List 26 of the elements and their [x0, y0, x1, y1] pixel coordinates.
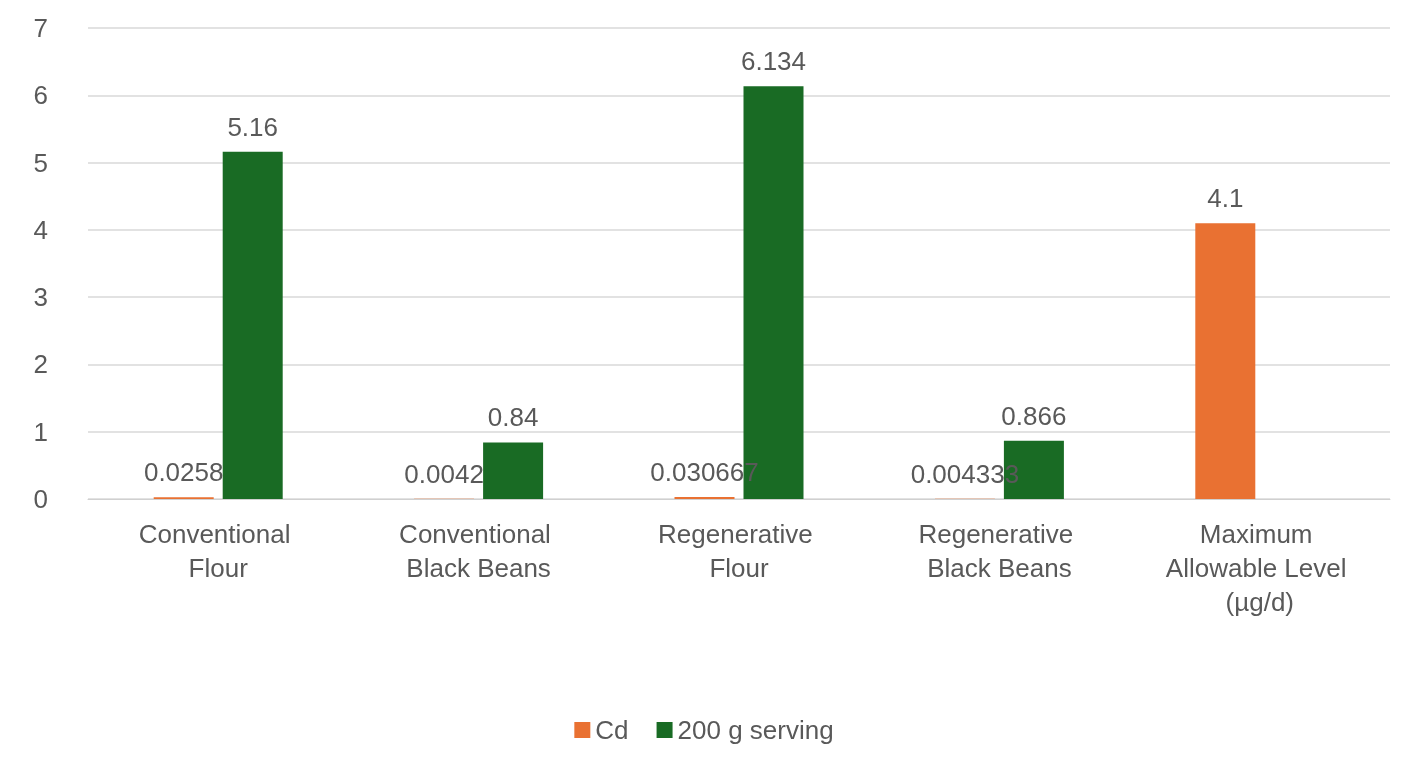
y-tick-label: 2 — [33, 349, 48, 380]
data-label: 4.1 — [1207, 183, 1244, 214]
data-label: 5.16 — [227, 111, 278, 142]
y-tick-label: 6 — [33, 80, 48, 111]
bar — [222, 151, 283, 499]
y-tick-label: 4 — [33, 214, 48, 245]
x-tick-label: Maximum Allowable Level (µg/d) — [1165, 519, 1354, 617]
y-tick-label: 5 — [33, 147, 48, 178]
data-label: 0.0042 — [404, 458, 484, 489]
data-label: 6.134 — [740, 46, 807, 77]
y-tick-label: 7 — [33, 13, 48, 43]
x-tick-label: Regenerative Black Beans — [918, 519, 1081, 583]
y-tick-label: 0 — [33, 484, 48, 514]
bar — [1195, 223, 1256, 499]
legend-label: 200 g serving — [677, 715, 834, 745]
data-label: 0.866 — [1001, 400, 1067, 431]
bar — [483, 442, 544, 499]
data-label: 0.84 — [487, 402, 539, 433]
data-label: 0.0258 — [143, 457, 224, 488]
x-tick-label: Regenerative Flour — [658, 519, 820, 583]
y-tick-label: 1 — [33, 416, 48, 447]
x-tick-label: Conventional Flour — [138, 519, 298, 583]
x-tick-label: Conventional Black Beans — [399, 519, 559, 583]
legend-label: Cd — [595, 715, 629, 745]
y-tick-label: 3 — [33, 282, 48, 313]
bar — [674, 496, 735, 499]
